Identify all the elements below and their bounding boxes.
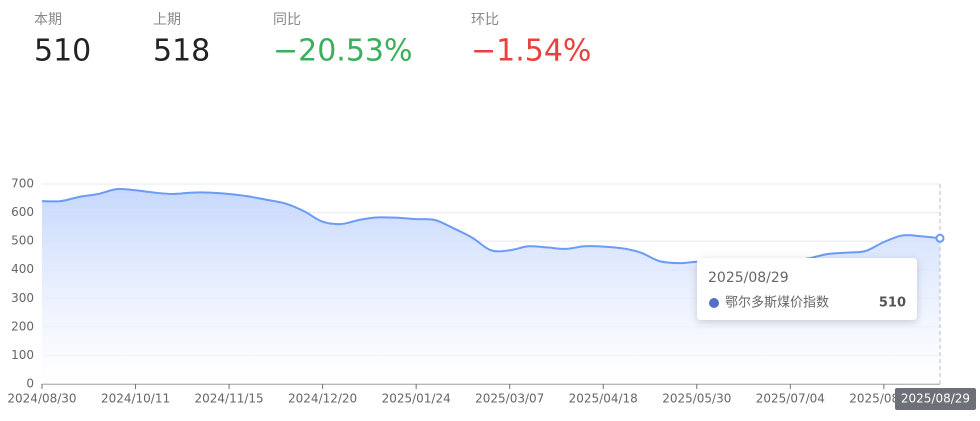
- y-tick-label: 300: [11, 291, 34, 305]
- x-tick-label: 2025/01/24: [382, 392, 451, 406]
- x-tick-label: 2025/05/30: [662, 392, 731, 406]
- stat-label: 本期: [34, 12, 62, 28]
- tooltip-series: 鄂尔多斯煤价指数: [725, 295, 829, 311]
- y-tick-label: 600: [11, 205, 34, 219]
- stat-label: 上期: [153, 12, 181, 28]
- stat-value: 510: [34, 34, 91, 69]
- x-tick-label: 2024/10/11: [101, 392, 170, 406]
- tooltip-title: 2025/08/29: [708, 270, 789, 286]
- x-tick-label: 2024/08/30: [7, 392, 76, 406]
- tooltip-dot: [709, 298, 719, 308]
- x-tick-label: 2025/04/18: [569, 392, 638, 406]
- tooltip-value: 510: [879, 296, 906, 311]
- tooltip: 2025/08/29 鄂尔多斯煤价指数 510: [697, 258, 917, 320]
- x-tick-label: 2025/03/07: [475, 392, 544, 406]
- y-tick-label: 500: [11, 234, 34, 248]
- y-tick-label: 400: [11, 262, 34, 276]
- stat-value: −1.54%: [471, 34, 591, 69]
- stat-label: 同比: [273, 12, 301, 28]
- y-tick-label: 100: [11, 348, 34, 362]
- pointer-label-bg: [895, 388, 976, 410]
- area: [42, 188, 940, 384]
- y-tick-label: 0: [26, 377, 34, 391]
- stat-value: −20.53%: [273, 34, 413, 69]
- stat-value: 518: [153, 34, 210, 69]
- y-tick-label: 700: [11, 177, 34, 191]
- stat-label: 环比: [471, 12, 499, 28]
- pointer-label: 2025/08/29: [901, 392, 970, 406]
- x-tick-label: 2024/12/20: [288, 392, 357, 406]
- tooltip-box: [697, 258, 917, 320]
- y-tick-label: 200: [11, 319, 34, 333]
- x-tick-label: 2024/11/15: [194, 392, 263, 406]
- x-tick-label: 2025/07/04: [756, 392, 825, 406]
- highlight-point: [935, 233, 945, 243]
